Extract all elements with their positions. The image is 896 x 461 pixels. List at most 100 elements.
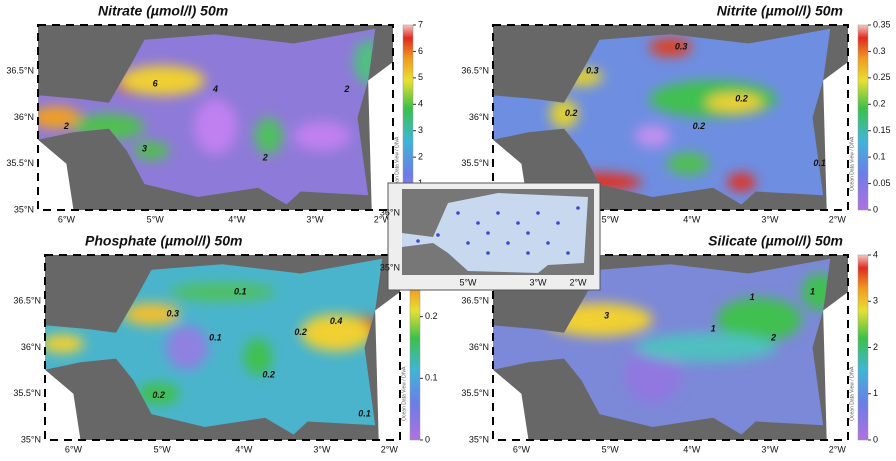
station-dot: [456, 211, 460, 215]
colorbar-label: 0.3: [873, 46, 886, 56]
field-blob: [727, 173, 755, 192]
station-dot: [556, 221, 560, 225]
colorbar-label: 4: [418, 99, 423, 109]
station-dot: [576, 206, 580, 210]
lon-label: 5°W: [602, 214, 620, 224]
lat-label: 36.5°N: [461, 66, 489, 76]
lon-label: 2°W: [829, 214, 847, 224]
station-dot: [486, 231, 490, 235]
panel-title: Nitrite (µmol/l) 50m: [717, 3, 843, 19]
contour-label: 3: [142, 143, 147, 153]
field-blob: [169, 283, 276, 302]
watermark: Ocean Data View / DIVA: [849, 136, 855, 191]
colorbar-label: 7: [418, 19, 423, 29]
contour-label: 0.4: [330, 316, 343, 326]
colorbar-label: 6: [418, 46, 423, 56]
colorbar-label: 2: [873, 342, 878, 352]
field-blob: [294, 121, 351, 151]
lon-label: 4°W: [228, 214, 246, 224]
contour-label: 0.2: [262, 370, 275, 380]
contour-label: 0.1: [813, 158, 826, 168]
map-panel: Phosphate (µmol/l) 50m 36.5°N 36°N 35.5°N 35…: [13, 233, 437, 455]
colorbar-label: 0.2: [873, 99, 886, 109]
inset-map: 36°N 35°N 5°W 3°W 2°W: [380, 183, 600, 290]
colorbar-label: 5: [418, 72, 423, 82]
lon-label: 4°W: [235, 444, 253, 454]
panel-title: Nitrate (µmol/l) 50m: [98, 3, 228, 19]
inset-lat-label: 35°N: [380, 262, 400, 272]
lat-label: 36.5°N: [13, 296, 41, 306]
panel-title: Phosphate (µmol/l) 50m: [85, 233, 242, 249]
station-dot: [436, 233, 440, 237]
contour-label: 3: [604, 310, 609, 320]
station-dot: [476, 221, 480, 225]
contour-label: 0.3: [675, 42, 688, 52]
contour-label: 0.2: [693, 121, 706, 131]
station-dot: [516, 221, 520, 225]
colorbar-label: 0: [425, 434, 430, 444]
lon-label: 6°W: [513, 444, 531, 454]
contour-label: 1: [711, 323, 716, 333]
contour-label: 0.3: [586, 66, 599, 76]
lon-label: 5°W: [154, 444, 172, 454]
contour-label: 2: [262, 153, 268, 163]
lon-label: 5°W: [147, 214, 165, 224]
colorbar-label: 0.2: [425, 311, 438, 321]
lat-label: 36.5°N: [6, 66, 34, 76]
panel-title: Silicate (µmol/l) 50m: [708, 233, 843, 249]
station-dot: [526, 251, 530, 255]
inset-lon-label: 2°W: [569, 277, 587, 287]
field-blob: [255, 118, 283, 155]
lon-label: 2°W: [829, 444, 847, 454]
colorbar-label: 0.25: [873, 72, 891, 82]
inset-lon-label: 5°W: [459, 277, 477, 287]
colorbar: [403, 25, 413, 210]
map-panel: Nitrate (µmol/l) 50m 36.5°N 36°N 35.5°N 35°N…: [6, 3, 423, 225]
colorbar-label: 2: [418, 152, 423, 162]
colorbar-label: 1: [873, 388, 878, 398]
lon-label: 4°W: [683, 444, 701, 454]
lat-label: 35.5°N: [461, 158, 489, 168]
colorbar-label: 0.1: [425, 373, 438, 383]
field-blob: [41, 335, 84, 354]
watermark: Ocean Data View / DIVA: [401, 366, 407, 421]
contour-label: 0.2: [152, 390, 165, 400]
field-blob: [667, 153, 710, 175]
contour-label: 1: [810, 286, 815, 296]
colorbar-label: 0.35: [873, 19, 891, 29]
lat-label: 35°N: [14, 204, 34, 214]
colorbar-label: 0: [873, 434, 878, 444]
station-dot: [566, 251, 570, 255]
contour-label: 0.2: [294, 327, 307, 337]
station-dot: [496, 211, 500, 215]
lat-label: 36°N: [469, 112, 489, 122]
station-dot: [466, 241, 470, 245]
field-blob: [635, 333, 777, 363]
field-blob: [194, 99, 237, 155]
lat-label: 36°N: [21, 342, 41, 352]
contour-label: 2: [63, 121, 69, 131]
figure: Nitrate (µmol/l) 50m 36.5°N 36°N 35.5°N 35°N…: [0, 0, 896, 461]
colorbar-label: 3: [873, 296, 878, 306]
station-dot: [486, 251, 490, 255]
contour-label: 0.1: [358, 408, 371, 418]
contour-label: 0.2: [735, 93, 748, 103]
lon-label: 3°W: [761, 444, 779, 454]
colorbar-label: 0: [873, 204, 878, 214]
lat-label: 36.5°N: [461, 296, 489, 306]
contour-label: 0.3: [167, 309, 180, 319]
lat-label: 35.5°N: [13, 388, 41, 398]
lat-label: 35.5°N: [6, 158, 34, 168]
station-dot: [506, 241, 510, 245]
watermark: Ocean Data View / DIVA: [849, 366, 855, 421]
colorbar-label: 0.15: [873, 125, 891, 135]
colorbar-label: 3: [418, 125, 423, 135]
inset-lat-label: 36°N: [380, 207, 400, 217]
field-blob: [166, 325, 209, 369]
colorbar-label: 4: [873, 249, 878, 259]
inset-lon-label: 3°W: [529, 277, 547, 287]
lon-label: 3°W: [313, 444, 331, 454]
lon-label: 5°W: [602, 444, 620, 454]
contour-label: 4: [212, 84, 218, 94]
lon-label: 4°W: [683, 214, 701, 224]
